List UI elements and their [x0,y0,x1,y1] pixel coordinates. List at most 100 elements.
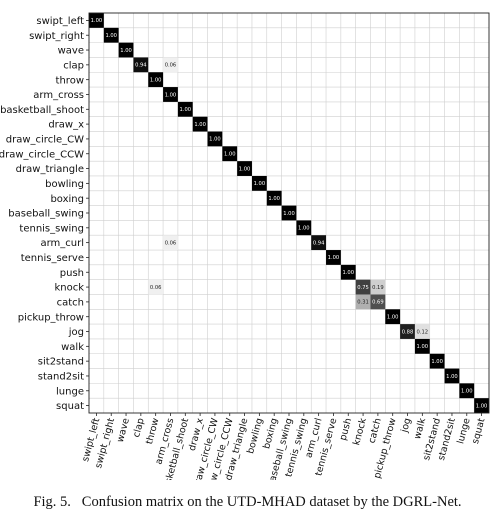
column-label: wave [115,417,132,444]
row-label: clap [63,60,84,71]
cell-value-label: 1.00 [328,255,340,261]
cell-value-label: 1.00 [194,122,206,128]
heatmap-cell [133,57,149,73]
cell-value-label: 1.00 [461,389,473,395]
cell-value-label: 1.00 [298,226,310,232]
heatmap-cell [266,190,282,206]
cell-value-label: 0.06 [150,285,162,291]
row-label: sit2stand [38,357,84,368]
cell-value-label: 1.00 [268,196,280,202]
cell-value-label: 1.00 [446,374,458,380]
cell-value-label: 1.00 [165,92,177,98]
heatmap-cell [474,398,489,413]
row-label: pickup_throw [18,312,84,323]
heatmap-cell [459,383,475,399]
row-label: lunge [56,386,84,397]
row-label: jog [68,327,84,338]
cell-value-label: 0.88 [402,329,414,335]
heatmap-cell [340,264,356,280]
row-label: draw_circle_CW [6,135,84,146]
column-label: clap [131,417,147,439]
heatmap-cell [444,368,460,384]
cell-value-label: 1.00 [254,181,266,187]
heatmap-cell [207,131,223,147]
heatmap-cell [281,205,297,221]
heatmap-cell [103,27,119,43]
row-label: squat [56,401,84,412]
heatmap-cell [177,101,193,117]
cell-value-label: 1.00 [150,77,162,83]
cell-value-label: 1.00 [120,48,132,54]
cell-value-label: 1.00 [91,18,103,24]
row-label: arm_cross [33,90,84,101]
cell-value-label: 0.12 [417,329,429,335]
heatmap-cell [429,353,445,369]
row-label: swipt_left [36,16,84,27]
heatmap-cell [414,324,430,339]
row-label: baseball_swing [8,209,84,220]
heatmap-cell [311,235,327,251]
heatmap-cells: 1.00 1.00 1.00 0.94 0.06 1.00 1.00 1.00 1.00 1.00… [89,13,489,413]
cell-value-label: 1.00 [180,107,192,113]
cell-value-label: 0.94 [135,63,147,69]
cell-value-label: 1.00 [224,152,236,158]
heatmap-cell [192,116,208,132]
row-label: wave [58,46,84,57]
row-label: push [60,268,84,279]
row-label: boxing [50,194,84,205]
cell-value-label: 0.19 [372,285,384,291]
heatmap-cell [370,279,386,295]
row-label: tennis_swing [19,223,84,234]
cell-value-label: 1.00 [105,33,117,39]
row-label: tennis_serve [21,253,84,264]
row-label: knock [54,283,84,294]
cell-value-label: 1.00 [387,315,399,321]
cell-value-label: 1.00 [239,166,251,172]
heatmap-cell [355,294,371,310]
row-label: walk [61,342,84,353]
cell-value-label: 0.31 [357,300,369,306]
cell-value-label: 1.00 [476,403,488,409]
caption-label: Fig. 5. [33,494,71,510]
heatmap-cell [355,279,371,295]
row-label: arm_curl [40,238,84,249]
heatmap-cell [400,324,415,339]
cell-value-label: 1.00 [283,211,295,217]
heatmap-cell [148,279,164,295]
cell-value-label: 0.06 [165,63,177,69]
heatmap-cell [237,161,252,176]
heatmap-cell [89,13,104,28]
plot-frame [88,12,490,414]
cell-value-label: 1.00 [209,137,221,143]
row-label: throw [56,75,84,86]
column-label: squat [470,417,487,445]
heatmap-cell [326,250,341,265]
confusion-matrix-chart: 1.00 1.00 1.00 0.94 0.06 1.00 1.00 1.00 1.00 1.00… [0,12,490,480]
row-label: swipt_right [29,31,84,42]
cell-value-label: 1.00 [431,359,443,365]
column-label: jog [399,417,414,435]
heatmap-cell [370,294,386,310]
row-label: basketball_shoot [0,105,84,116]
figure-caption: Fig. 5. Confusion matrix on the UTD-MHAD… [0,494,495,511]
heatmap-cell [296,220,312,236]
row-label: bowling [45,179,84,190]
heatmap-cell [163,235,178,251]
cell-value-label: 1.00 [417,344,429,350]
cell-value-label: 0.69 [372,300,384,306]
heatmap-cell [251,175,267,191]
heatmap-cell [385,309,401,325]
heatmap-cell [414,338,430,354]
heatmap-cell [118,42,134,58]
row-label: stand2sit [38,372,84,383]
heatmap-cell [163,57,178,73]
column-label: walk [412,416,428,440]
heatmap-cell [163,87,178,102]
row-label: draw_triangle [16,164,84,175]
heatmap-cell [148,72,164,88]
cell-value-label: 0.06 [165,240,177,246]
row-label: draw_circle_CCW [0,149,84,160]
row-label: catch [57,297,84,308]
